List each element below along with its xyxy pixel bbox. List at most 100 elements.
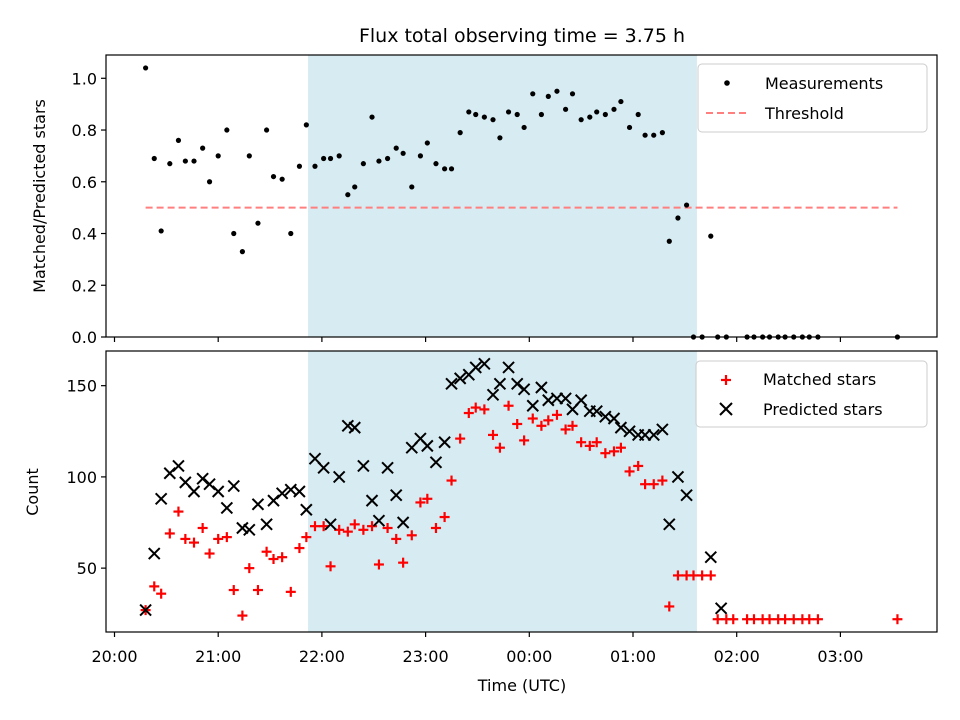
y-tick-label: 50: [77, 559, 97, 578]
measurement-point: [175, 137, 182, 143]
measurement-point: [182, 158, 188, 164]
measurement-point: [246, 153, 252, 159]
y-tick-label: 0.2: [72, 276, 97, 295]
legend-matched-label: Matched stars: [763, 370, 876, 389]
matched-star-point: [512, 418, 523, 429]
matched-star-point: [149, 581, 160, 592]
matched-star-point: [358, 524, 369, 535]
measurement-point: [569, 91, 576, 97]
matched-star-point: [527, 413, 538, 424]
predicted-star-point: [172, 459, 185, 473]
matched-star-point: [633, 460, 644, 471]
predicted-star-point: [714, 602, 728, 615]
matched-star-point: [349, 519, 360, 530]
predicted-star-point: [680, 488, 693, 502]
matched-star-point: [180, 533, 191, 544]
predicted-star-point: [438, 436, 451, 449]
y-tick-label: 0.0: [72, 328, 97, 347]
matched-star-point: [204, 548, 215, 559]
measurement-point: [303, 122, 309, 128]
predicted-star-point: [574, 394, 588, 407]
matched-star-point: [488, 429, 499, 440]
measurement-point: [384, 155, 391, 162]
measurement-point: [538, 111, 544, 118]
predicted-star-point: [381, 461, 394, 474]
matched-star-point: [764, 614, 775, 625]
matched-star-point: [373, 559, 384, 570]
matched-star-point: [748, 614, 759, 625]
predicted-star-point: [357, 459, 370, 473]
predicted-star-point: [453, 372, 467, 385]
matched-star-point: [164, 528, 175, 539]
measurement-point: [611, 106, 617, 112]
matched-star-point: [342, 526, 353, 537]
matched-star-point: [197, 522, 208, 533]
matched-star-point: [591, 437, 602, 448]
matched-star-point: [237, 610, 248, 621]
matched-star-point: [728, 614, 739, 625]
predicted-star-point: [493, 377, 507, 391]
measurement-point: [481, 114, 487, 120]
measurement-point: [442, 166, 448, 172]
matched-star-point: [519, 435, 530, 446]
measurement-point: [448, 166, 455, 172]
matched-star-point: [430, 522, 441, 533]
matched-star-point: [221, 532, 232, 543]
matched-star-point: [543, 415, 554, 426]
matched-star-point: [309, 521, 320, 532]
predicted-star-point: [526, 399, 539, 412]
legend-predicted-label: Predicted stars: [763, 400, 883, 419]
y-axis-ticks-bottom: 50 100 150: [66, 377, 106, 578]
predicted-star-point: [429, 456, 443, 469]
x-axis-label: Time (UTC): [477, 676, 566, 695]
measurement-point: [263, 127, 270, 133]
matched-star-point: [624, 466, 635, 477]
measurement-point: [602, 111, 608, 118]
observing-span-bottom: [308, 351, 697, 632]
x-axis-ticks-bottom: 20:00 21:00 22:00 23:00 00:00 01:00 02:00 03:00: [91, 632, 863, 666]
legend-threshold-label: Threshold: [764, 104, 844, 123]
predicted-star-point: [614, 421, 628, 434]
measurement-point: [143, 65, 149, 71]
measurement-point: [505, 109, 512, 115]
matched-star-point: [664, 601, 675, 612]
predicted-star-point: [486, 388, 500, 401]
matched-star-point: [446, 475, 457, 486]
measurement-point: [651, 132, 657, 138]
measurement-point: [279, 176, 285, 182]
predicted-star-point: [220, 501, 234, 515]
measurement-point: [466, 109, 472, 115]
matched-star-point: [294, 543, 305, 554]
predicted-star-point: [348, 421, 361, 434]
predicted-star-point: [502, 361, 515, 374]
measurement-point: [497, 135, 503, 141]
predicted-star-point: [656, 423, 669, 436]
matched-star-point: [391, 533, 402, 544]
measurement-point: [490, 117, 496, 123]
matched-star-point: [608, 446, 619, 457]
predicted-star-point: [154, 492, 168, 506]
predicted-stars-points: [139, 357, 728, 617]
matched-star-point: [640, 479, 651, 490]
y-axis-label-top: Matched/Predicted stars: [30, 99, 49, 293]
matched-star-point: [494, 442, 505, 453]
predicted-star-point: [260, 518, 273, 531]
matched-star-point: [584, 440, 595, 451]
matched-star-point: [804, 614, 815, 625]
predicted-star-point: [317, 461, 330, 474]
predicted-star-point: [510, 377, 524, 391]
y-axis-ticks-top: 0.0 0.2 0.4 0.6 0.8 1.0: [72, 69, 106, 347]
measurement-point: [433, 161, 439, 167]
x-tick-label: 00:00: [506, 647, 552, 666]
matched-star-point: [325, 561, 336, 572]
predicted-star-point: [148, 547, 161, 560]
predicted-star-point: [478, 357, 491, 370]
predicted-star-point: [324, 518, 337, 531]
predicted-star-point: [187, 485, 201, 498]
matched-star-point: [551, 409, 562, 420]
measurement-point: [545, 93, 551, 99]
measurement-point: [255, 220, 261, 226]
measurement-point: [369, 114, 375, 120]
matched-star-point: [261, 546, 272, 557]
